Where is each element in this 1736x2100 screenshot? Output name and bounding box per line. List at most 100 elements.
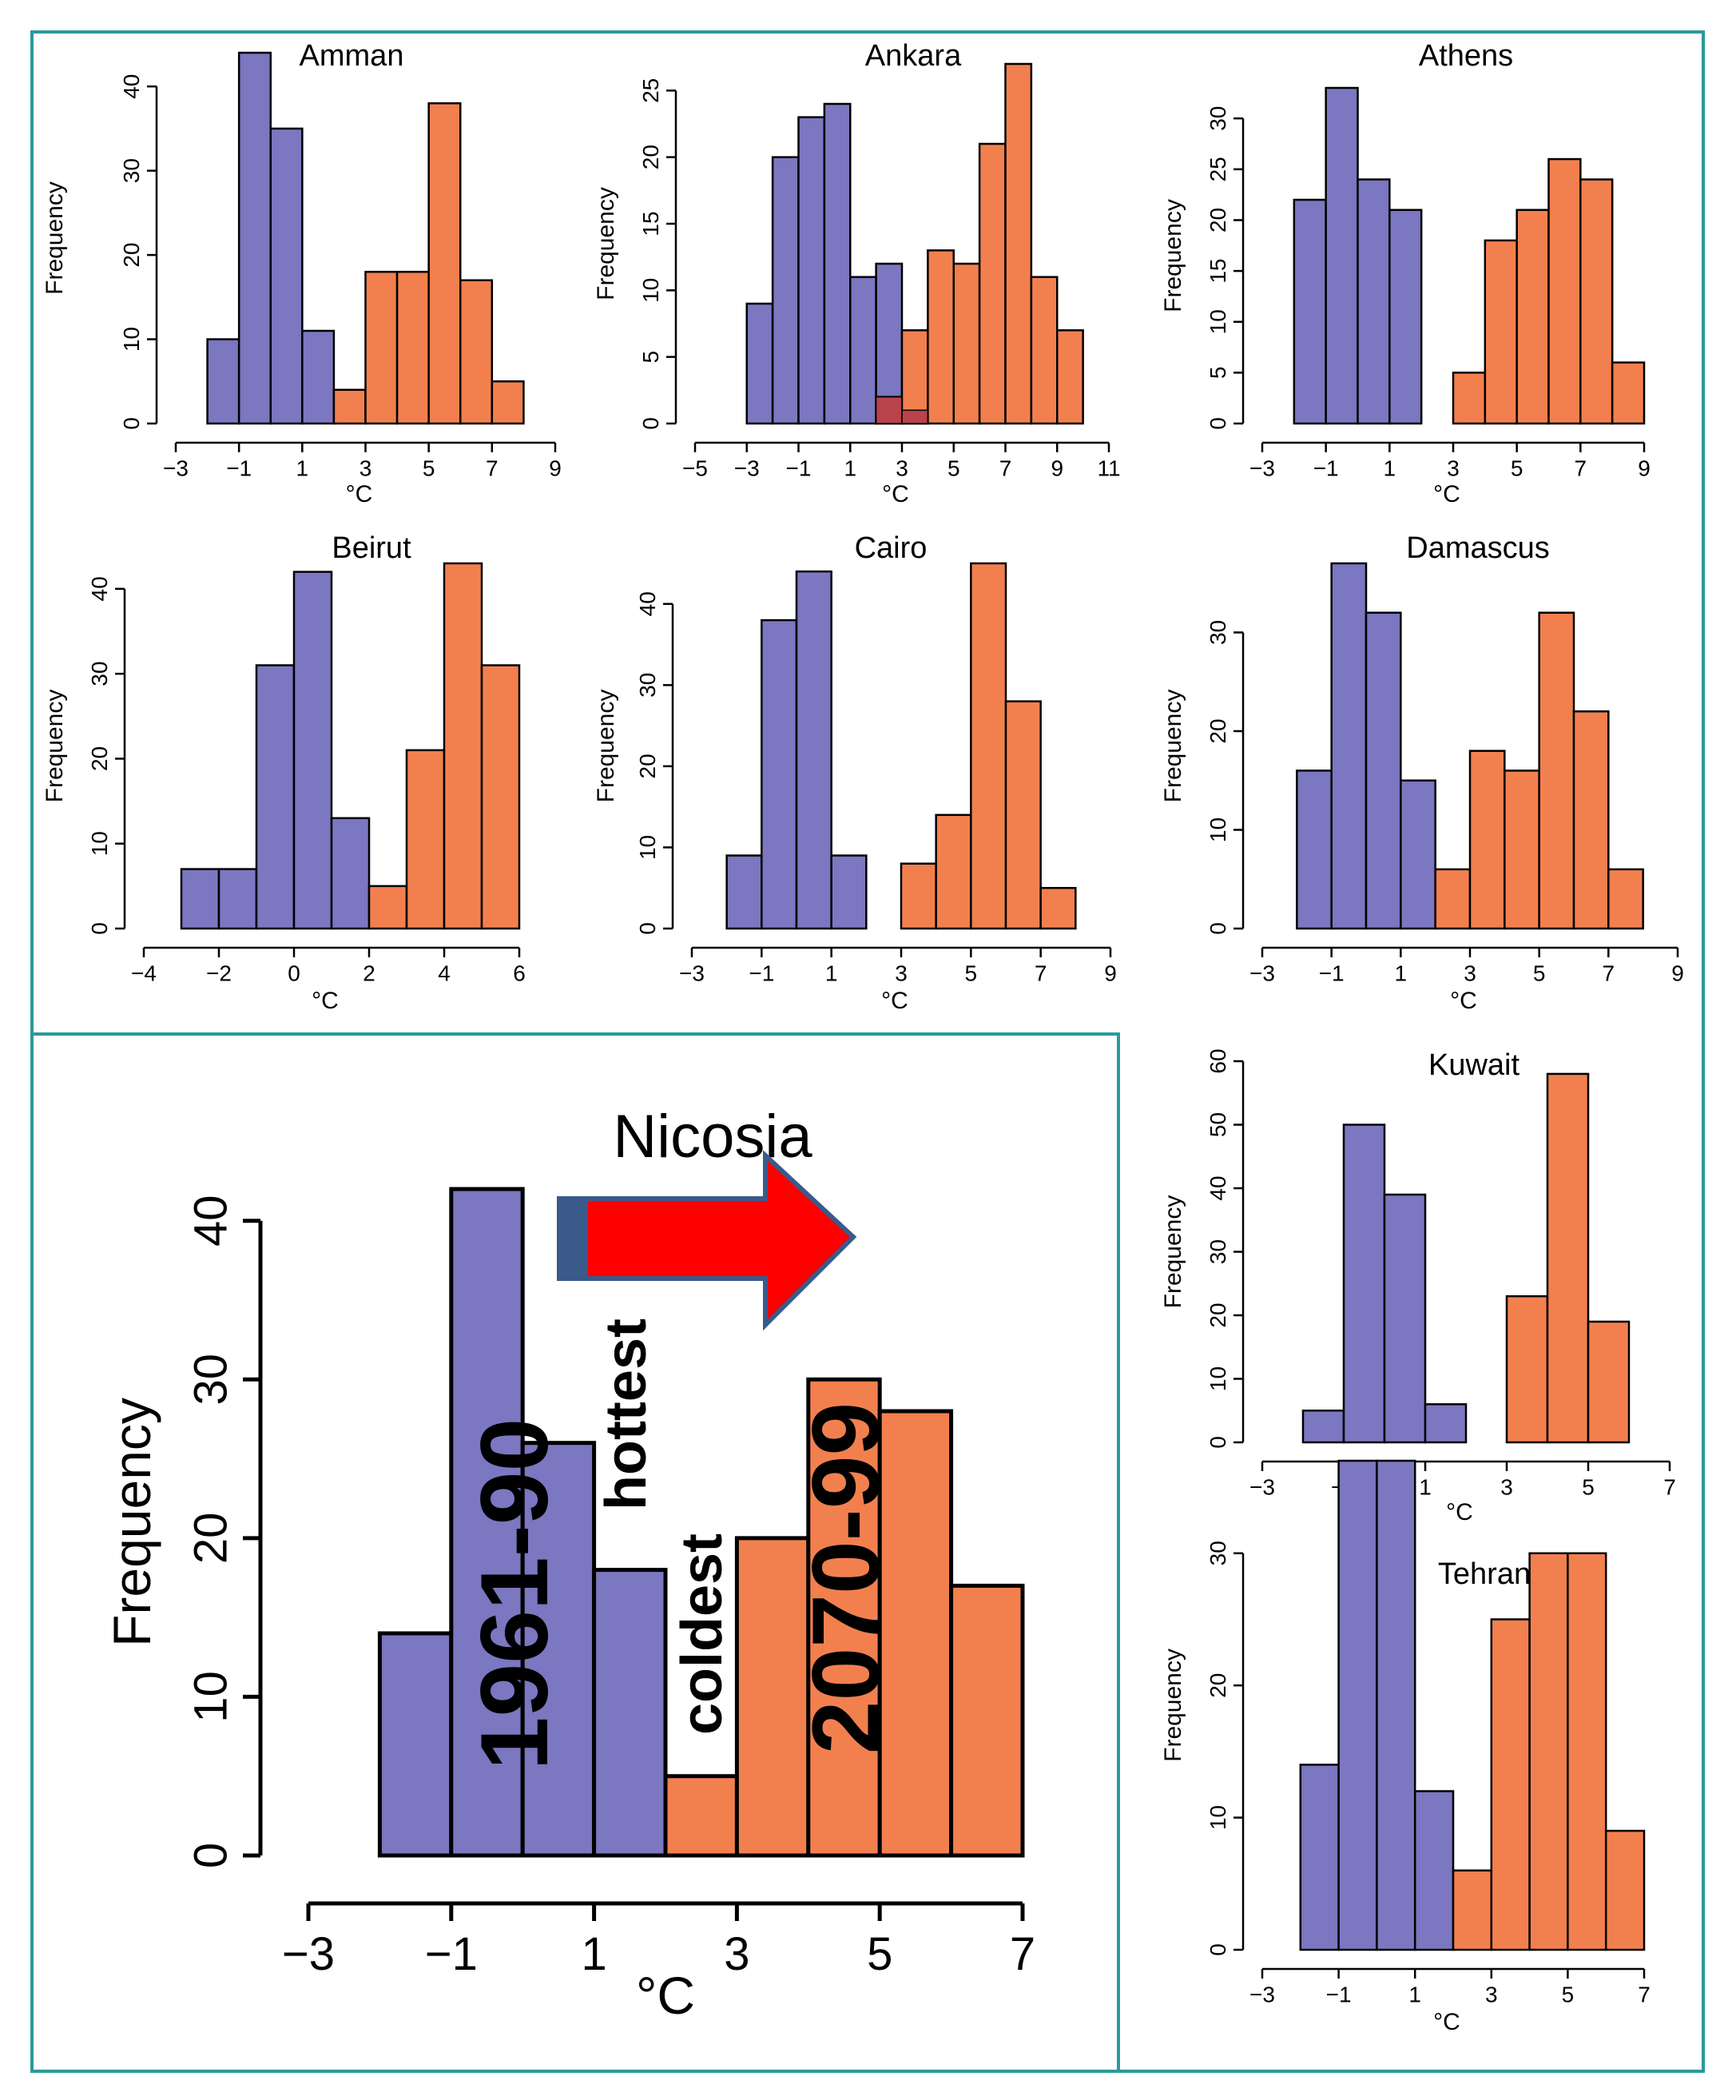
athens-bar-1961-90-1 xyxy=(1325,86,1359,425)
amman-bar-1961-90-0 xyxy=(206,338,240,425)
athens-x-tick-label-3: 3 xyxy=(1447,455,1460,480)
damascus-bar-2070-99-1 xyxy=(1468,750,1506,930)
athens-bar-1961-90-0 xyxy=(1293,198,1327,425)
tehran-bar-1961-90-3 xyxy=(1413,1790,1455,1951)
beirut-bar-2070-99-2 xyxy=(443,562,483,930)
nicosia-x-axis-label: °C xyxy=(636,1966,695,2025)
kuwait-x-tick-label-2: 1 xyxy=(1419,1474,1432,1499)
ankara-x-tick-label-6: 7 xyxy=(999,455,1012,480)
kuwait-y-axis-label: Frequency xyxy=(1160,1195,1186,1309)
beirut-x-axis-label: °C xyxy=(312,988,339,1014)
damascus-x-tick-label-4: 5 xyxy=(1533,961,1546,985)
tehran-bar-2070-99-1 xyxy=(1490,1618,1531,1951)
ankara-x-axis-label: °C xyxy=(882,481,909,507)
ankara-x-tick-label-1: −3 xyxy=(734,455,760,480)
cairo-y-tick-label-1: 10 xyxy=(635,835,660,860)
cairo-x-tick-label-2: 1 xyxy=(825,961,838,985)
amman-y-tick-label-2: 20 xyxy=(119,243,144,268)
athens-y-tick-label-2: 10 xyxy=(1206,309,1230,334)
cairo-bar-2070-99-0 xyxy=(900,862,937,930)
nicosia-bar-2070-99-3 xyxy=(877,1409,954,1858)
nicosia-label-2070-99: 2070-99 xyxy=(793,1402,900,1754)
amman-y-tick-label-1: 10 xyxy=(119,327,144,352)
kuwait-x-tick-label-5: 7 xyxy=(1663,1474,1676,1499)
damascus-bar-1961-90-0 xyxy=(1296,770,1333,930)
ankara-overlap-bar-1 xyxy=(901,409,929,424)
kuwait-x-tick-label-3: 3 xyxy=(1500,1474,1513,1499)
kuwait-y-tick-label-1: 10 xyxy=(1206,1366,1230,1391)
amman-x-tick-label-6: 9 xyxy=(549,455,562,480)
cairo-bar-2070-99-1 xyxy=(935,813,972,930)
nicosia-inset-frame xyxy=(30,1032,1120,2073)
beirut-y-tick-label-0: 0 xyxy=(87,922,112,935)
cairo-x-tick-label-5: 7 xyxy=(1035,961,1047,985)
athens-bar-1961-90-3 xyxy=(1388,209,1423,425)
damascus-x-tick-label-6: 9 xyxy=(1671,961,1684,985)
cairo-bar-1961-90-1 xyxy=(761,618,798,930)
kuwait-title: Kuwait xyxy=(1428,1048,1519,1082)
ankara-y-tick-label-3: 15 xyxy=(638,211,663,236)
cairo-y-tick-label-4: 40 xyxy=(635,591,660,616)
ankara-x-tick-label-0: −5 xyxy=(682,455,708,480)
athens-bar-2070-99-5 xyxy=(1611,361,1646,425)
nicosia-warming-arrow xyxy=(557,1150,857,1331)
ankara-bar-1961-90-3 xyxy=(823,102,852,425)
ankara-bar-1961-90-0 xyxy=(745,302,774,425)
cairo-x-axis-label: °C xyxy=(881,988,908,1014)
amman-bar-2070-99-2 xyxy=(395,270,430,425)
nicosia-bar-1961-90-3 xyxy=(592,1568,668,1858)
ankara-bar-1961-90-2 xyxy=(797,116,826,425)
beirut-bar-1961-90-1 xyxy=(217,868,258,930)
amman-bar-2070-99-4 xyxy=(459,279,494,425)
amman-bar-1961-90-1 xyxy=(237,51,272,425)
tehran-bar-1961-90-1 xyxy=(1337,1459,1378,1951)
tehran-bar-2070-99-0 xyxy=(1452,1869,1493,1951)
damascus-y-tick-label-3: 30 xyxy=(1206,620,1230,645)
amman-title: Amman xyxy=(300,39,404,73)
beirut-x-tick-label-5: 6 xyxy=(513,961,526,985)
beirut-x-tick-label-1: −2 xyxy=(206,961,232,985)
tehran-x-tick-label-4: 5 xyxy=(1562,1982,1575,2007)
ankara-title: Ankara xyxy=(865,39,962,73)
beirut-bar-1961-90-4 xyxy=(330,817,371,930)
tehran-y-tick-label-2: 20 xyxy=(1206,1673,1230,1698)
damascus-bar-2070-99-0 xyxy=(1434,868,1472,930)
nicosia-y-tick-label-3: 30 xyxy=(185,1354,237,1406)
tehran-bar-1961-90-0 xyxy=(1299,1764,1340,1951)
ankara-bar-2070-99-1 xyxy=(900,329,929,425)
kuwait-y-tick-label-3: 30 xyxy=(1206,1239,1230,1264)
tehran-bar-2070-99-4 xyxy=(1604,1829,1646,1951)
kuwait-x-axis-label: °C xyxy=(1446,1499,1473,1525)
athens-bar-1961-90-2 xyxy=(1357,178,1391,425)
damascus-x-tick-label-2: 1 xyxy=(1395,961,1408,985)
kuwait-bar-1961-90-3 xyxy=(1424,1403,1468,1444)
beirut-y-tick-label-3: 30 xyxy=(87,662,112,686)
amman-bar-1961-90-2 xyxy=(269,127,304,425)
ankara-x-tick-label-4: 3 xyxy=(896,455,908,480)
amman-y-tick-label-4: 40 xyxy=(119,74,144,99)
cairo-y-axis-label: Frequency xyxy=(593,690,619,803)
amman-bar-2070-99-3 xyxy=(427,102,462,425)
tehran-x-tick-label-1: −1 xyxy=(1326,1982,1352,2007)
athens-y-tick-label-0: 0 xyxy=(1206,417,1230,430)
cairo-bar-2070-99-3 xyxy=(1004,700,1042,930)
cairo-y-tick-label-2: 20 xyxy=(635,754,660,778)
ankara-x-tick-label-8: 11 xyxy=(1097,455,1120,480)
athens-y-axis-label: Frequency xyxy=(1160,199,1186,312)
athens-y-tick-label-4: 20 xyxy=(1206,208,1230,233)
ankara-y-tick-label-4: 20 xyxy=(638,145,663,169)
tehran-y-tick-label-3: 30 xyxy=(1206,1541,1230,1565)
tehran-x-tick-label-5: 7 xyxy=(1638,1982,1651,2007)
amman-y-tick-label-0: 0 xyxy=(119,417,144,430)
nicosia-bar-2070-99-4 xyxy=(949,1583,1025,1858)
athens-x-axis-label: °C xyxy=(1433,481,1460,507)
athens-bar-2070-99-0 xyxy=(1452,372,1487,425)
amman-y-tick-label-3: 30 xyxy=(119,158,144,183)
beirut-bar-2070-99-1 xyxy=(405,749,446,930)
cairo-y-tick-label-3: 30 xyxy=(635,673,660,698)
damascus-y-tick-label-1: 10 xyxy=(1206,817,1230,842)
athens-title: Athens xyxy=(1419,39,1513,73)
nicosia-y-axis-label: Frequency xyxy=(102,1398,161,1647)
beirut-bar-1961-90-2 xyxy=(255,664,296,930)
beirut-x-tick-label-2: 0 xyxy=(288,961,300,985)
